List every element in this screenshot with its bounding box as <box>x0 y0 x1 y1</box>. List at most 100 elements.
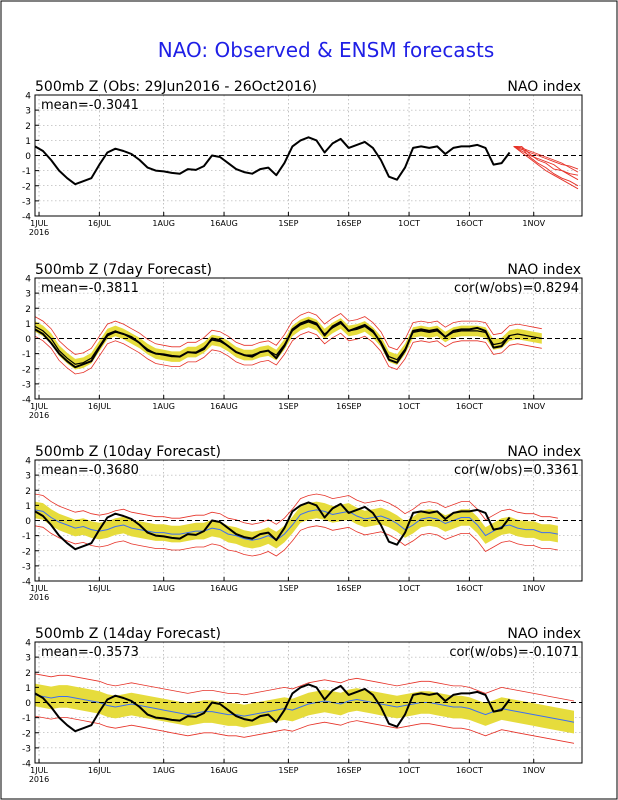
y-tick-label: 1 <box>25 320 31 330</box>
y-tick-label: 2 <box>25 487 31 497</box>
x-tick-label: 1OCT <box>398 219 420 228</box>
y-tick-label: 0 <box>25 335 31 345</box>
x-tick-label: 16OCT <box>456 584 483 593</box>
y-tick-label: 3 <box>25 290 31 300</box>
x-tick-label: 1JUL <box>30 402 48 411</box>
y-tick-label: -4 <box>22 213 31 223</box>
y-tick-label: 3 <box>25 472 31 482</box>
correlation-label: cor(w/obs)=0.8294 <box>454 281 579 296</box>
forecast-member-line <box>513 145 579 187</box>
panel-4: 500mb Z (14day Forecast) NAO index mean=-0… <box>22 626 583 784</box>
x-tick-label: 16OCT <box>456 219 483 228</box>
observed-line <box>34 683 511 733</box>
y-tick-label: 4 <box>25 275 31 285</box>
spread-upper-bound <box>34 311 542 355</box>
x-tick-label: 16SEP <box>336 402 361 411</box>
spread-lower-bound <box>34 331 542 375</box>
x-tick-label: 1OCT <box>398 402 420 411</box>
mean-label: mean=-0.3041 <box>41 98 139 113</box>
y-tick-label: 1 <box>25 137 31 147</box>
x-tick-label: 16JUL <box>88 402 111 411</box>
panel-1: 500mb Z (Obs: 29Jun2016 - 26Oct2016) NAO … <box>22 79 583 237</box>
mean-label: mean=-0.3573 <box>41 645 139 660</box>
spread-lower-bound <box>34 715 575 744</box>
x-tick-label: 1NOV <box>522 219 545 228</box>
panel-index-label: NAO index <box>507 444 581 460</box>
panel-title: 500mb Z (Obs: 29Jun2016 - 26Oct2016) <box>35 79 317 95</box>
x-tick-label: 16JUL <box>88 766 111 775</box>
x-tick-label: 1OCT <box>398 766 420 775</box>
x-year-label: 2016 <box>29 228 49 237</box>
x-year-label: 2016 <box>29 411 49 420</box>
x-tick-label: 1SEP <box>278 402 298 411</box>
y-tick-label: -4 <box>22 760 31 770</box>
y-tick-label: -3 <box>22 562 31 572</box>
y-tick-label: 0 <box>25 517 31 527</box>
y-tick-label: -1 <box>22 532 31 542</box>
x-tick-label: 1SEP <box>278 584 298 593</box>
x-year-label: 2016 <box>29 593 49 602</box>
y-tick-label: -2 <box>22 729 31 739</box>
observed-line <box>34 319 511 369</box>
x-tick-label: 16OCT <box>456 402 483 411</box>
y-tick-label: -4 <box>22 578 31 588</box>
x-tick-label: 16JUL <box>88 584 111 593</box>
y-tick-label: 2 <box>25 669 31 679</box>
observed-line <box>34 501 511 551</box>
mean-label: mean=-0.3811 <box>41 281 139 296</box>
y-tick-label: 2 <box>25 122 31 132</box>
x-tick-label: 16AUG <box>210 219 238 228</box>
x-tick-label: 16JUL <box>88 219 111 228</box>
panel-index-label: NAO index <box>507 626 581 642</box>
x-tick-label: 1OCT <box>398 584 420 593</box>
x-tick-label: 1AUG <box>152 584 175 593</box>
y-tick-label: -1 <box>22 714 31 724</box>
y-tick-label: -2 <box>22 547 31 557</box>
panel-2: 500mb Z (7day Forecast) NAO index mean=-0.… <box>22 262 583 420</box>
x-tick-label: 1AUG <box>152 766 175 775</box>
x-tick-label: 16AUG <box>210 584 238 593</box>
y-tick-label: 0 <box>25 699 31 709</box>
ensemble-mean-line <box>34 694 575 723</box>
y-tick-label: -2 <box>22 365 31 375</box>
forecast-member-line <box>513 145 579 173</box>
panel-title: 500mb Z (10day Forecast) <box>35 444 221 460</box>
panel-title: 500mb Z (7day Forecast) <box>35 262 212 278</box>
y-tick-label: 4 <box>25 92 31 102</box>
x-tick-label: 16SEP <box>336 219 361 228</box>
correlation-label: cor(w/obs)=0.3361 <box>454 463 579 478</box>
x-tick-label: 1AUG <box>152 402 175 411</box>
ensemble-mean-line <box>34 509 558 541</box>
spread-upper-bound <box>34 493 558 525</box>
x-tick-label: 16AUG <box>210 402 238 411</box>
y-tick-label: -3 <box>22 380 31 390</box>
y-tick-label: 3 <box>25 654 31 664</box>
figure-title: NAO: Observed & ENSM forecasts <box>158 38 495 62</box>
y-tick-label: -3 <box>22 197 31 207</box>
x-tick-label: 16OCT <box>456 766 483 775</box>
correlation-label: cor(w/obs)=-0.1071 <box>449 645 579 660</box>
y-tick-label: 1 <box>25 502 31 512</box>
spread-lower-bound <box>34 525 558 557</box>
y-tick-label: 4 <box>25 457 31 467</box>
y-tick-label: 0 <box>25 152 31 162</box>
y-tick-label: -1 <box>22 350 31 360</box>
x-tick-label: 1SEP <box>278 766 298 775</box>
observed-line <box>34 136 511 186</box>
x-tick-label: 1JUL <box>30 766 48 775</box>
y-tick-label: 4 <box>25 639 31 649</box>
panel-index-label: NAO index <box>507 262 581 278</box>
y-tick-label: -4 <box>22 396 31 406</box>
panel-title: 500mb Z (14day Forecast) <box>35 626 221 642</box>
y-tick-label: 1 <box>25 684 31 694</box>
y-tick-label: -2 <box>22 182 31 192</box>
x-tick-label: 1JUL <box>30 584 48 593</box>
y-tick-label: 3 <box>25 107 31 117</box>
x-tick-label: 1AUG <box>152 219 175 228</box>
x-tick-label: 1NOV <box>522 766 545 775</box>
spread-upper-bound <box>34 673 575 702</box>
y-tick-label: -3 <box>22 744 31 754</box>
y-tick-label: 2 <box>25 305 31 315</box>
forecast-member-line <box>513 146 579 190</box>
